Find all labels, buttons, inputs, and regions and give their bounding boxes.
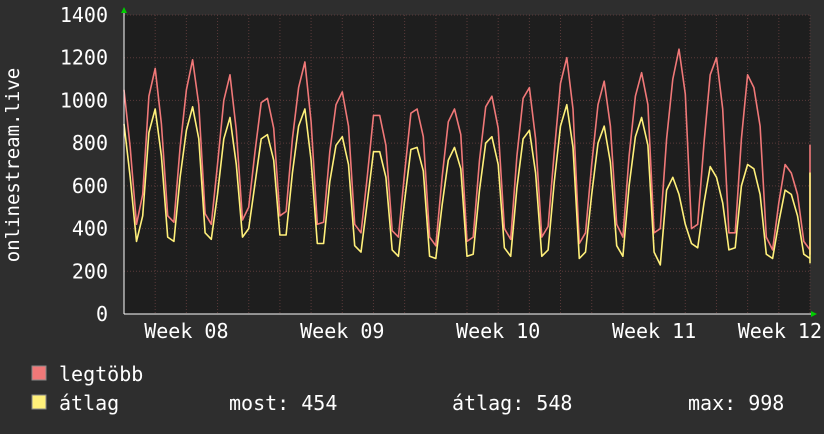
x-tick-label: Week 11 <box>612 319 696 343</box>
y-tick-label: 1200 <box>60 46 108 70</box>
y-tick-labels: 0 200 400 600 800 1000 1200 1400 <box>60 3 108 326</box>
x-tick-label: Week 08 <box>144 319 228 343</box>
y-axis-label: onlinestream.live <box>2 68 24 262</box>
y-tick-label: 0 <box>96 302 108 326</box>
y-axis-arrow <box>121 7 127 13</box>
plot-area <box>124 15 810 314</box>
stat-current: most: 454 <box>229 391 337 415</box>
y-tick-label: 800 <box>72 131 108 155</box>
stat-max: max: 998 <box>688 391 784 415</box>
series-line-avg <box>123 103 811 266</box>
y-tick-label: 1400 <box>60 3 108 27</box>
stat-average: átlag: 548 <box>452 391 572 415</box>
x-tick-label: Week 09 <box>300 319 384 343</box>
legend-swatch-avg <box>31 394 47 410</box>
axes <box>121 7 817 317</box>
y-tick-label: 400 <box>72 217 108 241</box>
legend-label-avg: átlag <box>59 391 119 415</box>
legend-swatch-max <box>31 365 47 381</box>
x-tick-label: Week 10 <box>456 319 540 343</box>
legend-label-max: legtöbb <box>59 362 143 386</box>
x-tick-labels: Week 08 Week 09 Week 10 Week 11 Week 12 <box>144 319 822 343</box>
legend: legtöbb átlag most: 454 átlag: 548 max: … <box>31 362 784 415</box>
y-tick-label: 600 <box>72 174 108 198</box>
y-tick-label: 1000 <box>60 88 108 112</box>
x-tick-label: Week 12 <box>738 319 822 343</box>
x-axis-arrow <box>811 311 817 317</box>
y-tick-label: 200 <box>72 259 108 283</box>
series-lines <box>123 48 811 266</box>
